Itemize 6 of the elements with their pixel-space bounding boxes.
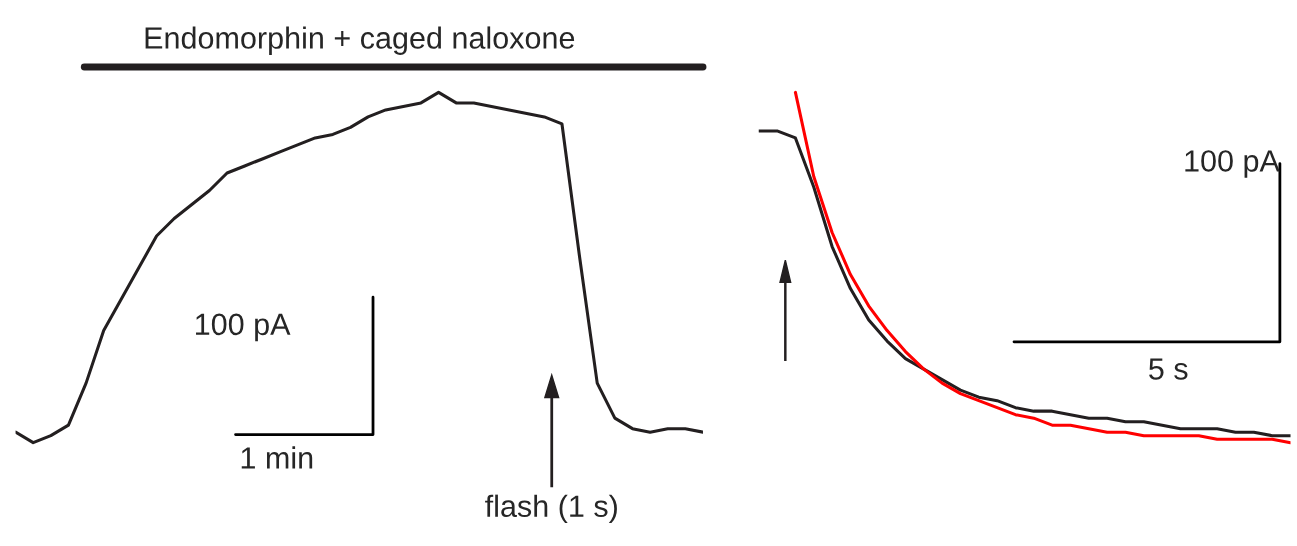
text: 1 min (241, 446, 313, 469)
annotation: 5 s (1149, 358, 1188, 380)
annotation: 100 pA (1185, 150, 1280, 178)
annotation: 100 pA (196, 313, 291, 342)
chart-title: Endomorphin + caged naloxone (145, 26, 575, 55)
text: flash (1 s) (485, 494, 617, 524)
